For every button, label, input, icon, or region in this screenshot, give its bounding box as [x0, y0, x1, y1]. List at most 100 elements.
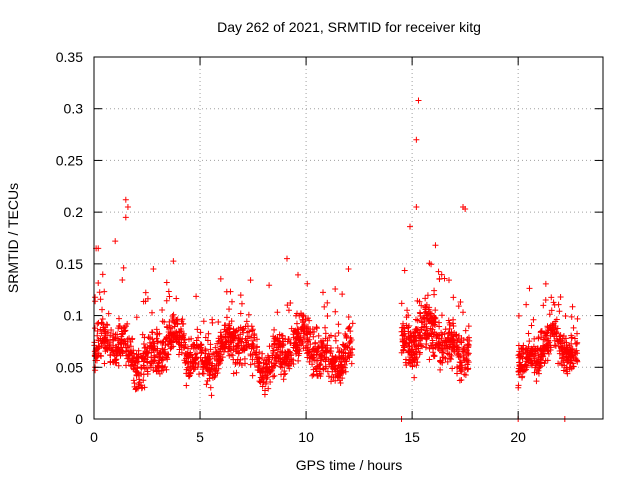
- data-point: [531, 369, 538, 376]
- data-point: [315, 343, 322, 350]
- data-point: [319, 337, 326, 344]
- data-point: [307, 331, 314, 338]
- data-point: [309, 355, 316, 362]
- data-point: [329, 358, 336, 365]
- data-point: [419, 335, 426, 342]
- data-point: [573, 340, 580, 347]
- data-point: [435, 340, 442, 347]
- data-point: [163, 351, 170, 358]
- data-point: [200, 318, 207, 325]
- data-point: [309, 346, 316, 353]
- data-point: [108, 346, 115, 353]
- data-point: [457, 299, 464, 306]
- data-point: [98, 319, 105, 326]
- data-point: [306, 348, 313, 355]
- data-point: [299, 324, 306, 331]
- data-point: [214, 350, 221, 357]
- data-point: [409, 346, 416, 353]
- data-point: [198, 349, 205, 356]
- data-point: [457, 368, 464, 375]
- data-point: [526, 338, 533, 345]
- data-point: [462, 365, 469, 372]
- y-tick-label: 0.05: [56, 359, 83, 375]
- data-point: [411, 357, 418, 364]
- data-point: [546, 311, 553, 318]
- data-point: [310, 333, 317, 340]
- data-point: [516, 371, 523, 378]
- data-point: [345, 314, 352, 321]
- data-point: [270, 373, 277, 380]
- data-point: [255, 363, 262, 370]
- data-point: [285, 335, 292, 342]
- data-point: [327, 332, 334, 339]
- data-point: [563, 353, 570, 360]
- data-point: [347, 328, 354, 335]
- data-point: [431, 291, 438, 298]
- data-point: [322, 330, 329, 337]
- data-point: [267, 378, 274, 385]
- data-point: [445, 277, 452, 284]
- data-point: [269, 347, 276, 354]
- data-point: [557, 332, 564, 339]
- data-point: [99, 306, 106, 313]
- data-point: [549, 322, 556, 329]
- data-point: [439, 359, 446, 366]
- data-point: [288, 325, 295, 332]
- data-point: [134, 365, 141, 372]
- data-point: [418, 324, 425, 331]
- data-point: [453, 331, 460, 338]
- x-axis-label: GPS time / hours: [296, 457, 403, 473]
- data-point: [192, 356, 199, 363]
- data-point: [207, 341, 214, 348]
- data-point: [456, 346, 463, 353]
- data-point: [185, 359, 192, 366]
- data-point: [324, 299, 331, 306]
- data-point: [99, 315, 106, 322]
- data-point: [317, 355, 324, 362]
- data-point: [215, 319, 222, 326]
- data-point: [233, 342, 240, 349]
- data-point: [206, 366, 213, 373]
- data-point: [542, 280, 549, 287]
- data-point: [334, 373, 341, 380]
- data-point: [98, 330, 105, 337]
- data-point: [304, 280, 311, 287]
- data-point: [95, 280, 102, 287]
- data-point: [142, 289, 149, 296]
- data-point: [348, 360, 355, 367]
- data-point: [239, 336, 246, 343]
- data-point: [404, 307, 411, 314]
- data-point: [207, 346, 214, 353]
- data-point: [320, 366, 327, 373]
- data-point: [185, 373, 192, 380]
- data-point: [242, 360, 249, 367]
- data-point: [195, 360, 202, 367]
- data-point: [542, 357, 549, 364]
- chart-title: Day 262 of 2021, SRMTID for receiver kit…: [217, 19, 481, 35]
- data-point: [443, 345, 450, 352]
- data-point: [183, 350, 190, 357]
- data-point: [122, 327, 129, 334]
- data-point: [558, 359, 565, 366]
- data-point: [332, 286, 339, 293]
- data-point: [175, 351, 182, 358]
- data-point: [279, 343, 286, 350]
- data-point: [110, 337, 117, 344]
- data-point: [541, 360, 548, 367]
- data-point-outlier: [413, 136, 420, 143]
- data-point: [222, 328, 229, 335]
- data-point: [229, 334, 236, 341]
- data-point: [279, 338, 286, 345]
- data-point: [535, 367, 542, 374]
- data-point: [140, 298, 147, 305]
- data-point: [217, 275, 224, 282]
- data-point: [535, 335, 542, 342]
- data-point: [423, 323, 430, 330]
- data-point: [553, 316, 560, 323]
- data-point: [91, 325, 98, 332]
- data-point: [259, 350, 266, 357]
- data-point: [249, 340, 256, 347]
- data-point: [346, 340, 353, 347]
